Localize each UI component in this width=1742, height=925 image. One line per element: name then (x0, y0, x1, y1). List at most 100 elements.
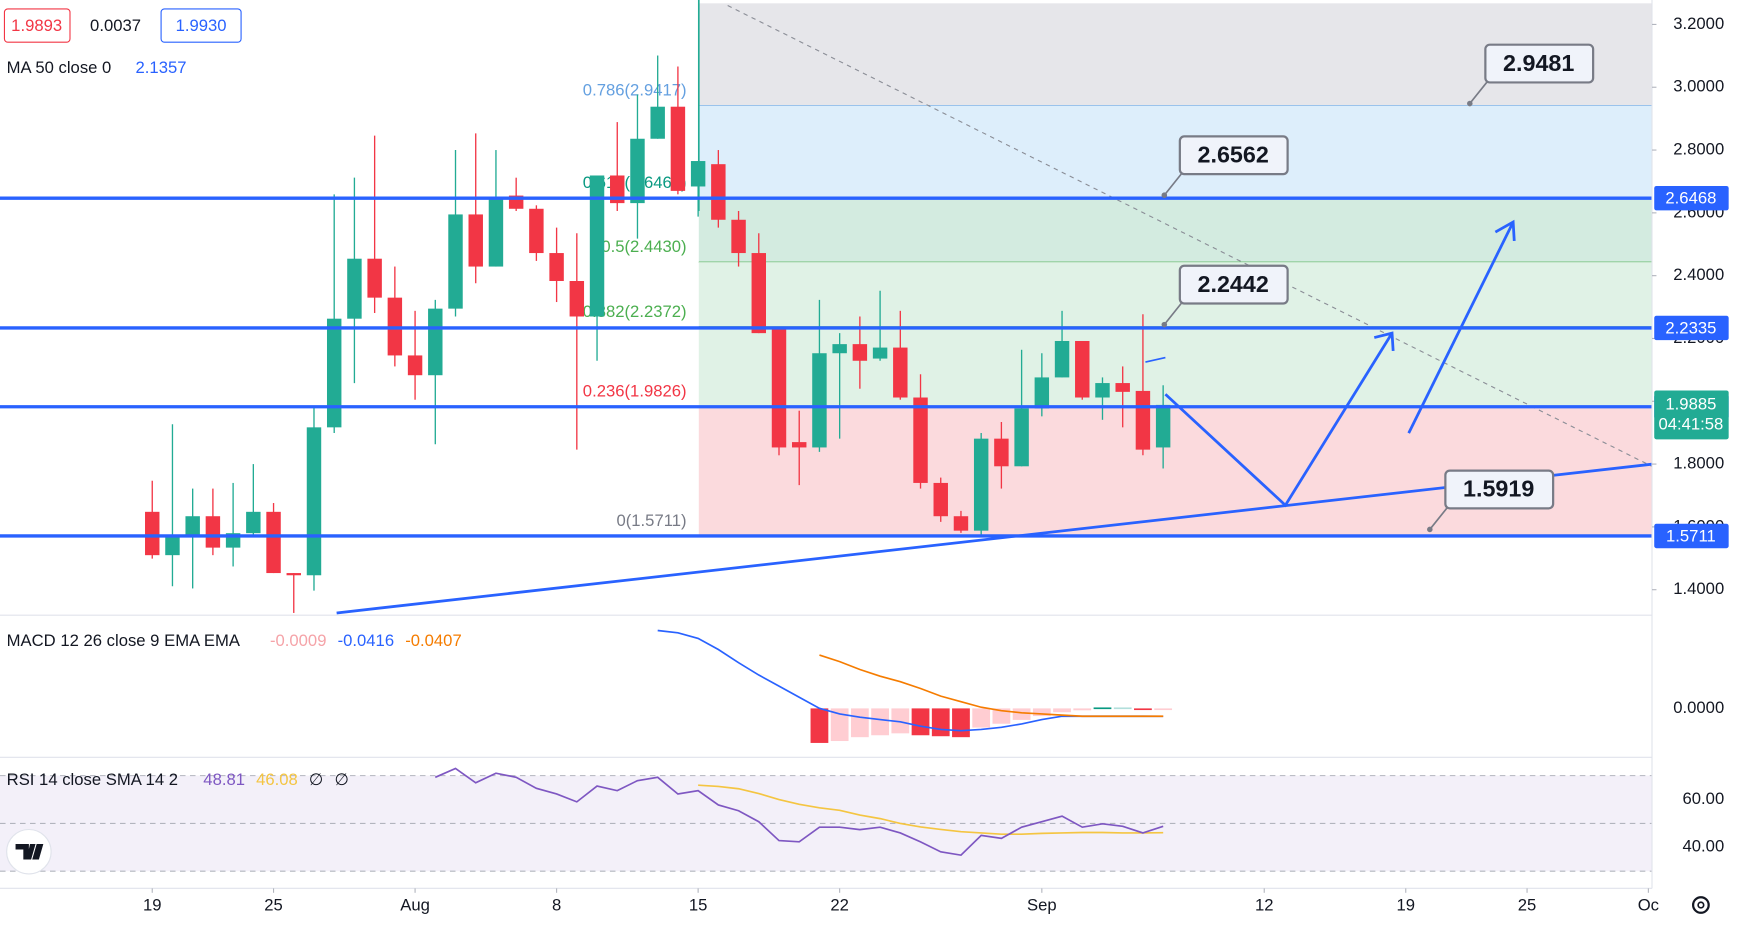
rsi-legend-value: 48.81 (203, 770, 245, 789)
callout-box (1444, 469, 1555, 510)
candle-body (145, 511, 160, 556)
macd-histogram-bar (1073, 708, 1092, 711)
countdown: 04:41:58 (1658, 414, 1723, 433)
candle-body (428, 308, 443, 376)
small-mark (1145, 356, 1166, 363)
candle-body (1115, 383, 1130, 392)
candle-body (246, 511, 261, 534)
candle-body (185, 516, 200, 537)
y-tick-label: 1.4000 (1673, 579, 1724, 598)
fib-label: 0.5(2.4430) (601, 237, 686, 256)
fib-zone (698, 198, 1653, 263)
logo-mark (15, 843, 44, 860)
rsi-tick-label: 60.00 (1683, 789, 1725, 808)
callout-box (1178, 264, 1289, 305)
signal-line (819, 654, 1164, 718)
fib-label: 0.382(2.2372) (583, 302, 687, 321)
macd-histogram-bar (891, 708, 910, 734)
candle-body (1034, 377, 1050, 409)
macd-histogram-bar (1093, 707, 1112, 710)
callout-pointer (1429, 506, 1449, 530)
macd-histogram-bar (830, 708, 849, 742)
candle-body (731, 219, 746, 254)
macd-histogram-bar (1154, 708, 1173, 711)
dashed-trend (727, 5, 1653, 467)
x-tick-label: 15 (689, 896, 708, 915)
bid-box (3, 8, 71, 43)
candle-body (670, 106, 686, 191)
candle-body (1075, 340, 1090, 398)
level-badge-label: 1.5711 (1666, 526, 1716, 545)
candle-body (791, 442, 807, 448)
candle-body (286, 573, 301, 576)
arrows (1145, 219, 1516, 508)
macd-histogram-bar (952, 708, 970, 738)
callout-label: 2.9481 (1503, 50, 1574, 76)
trend-line (336, 462, 1653, 615)
macd-legend-value: -0.0416 (338, 631, 395, 650)
callout-pointer (1163, 301, 1183, 326)
candle-body (1135, 390, 1151, 450)
candle-body (711, 164, 726, 220)
fib-zone (698, 105, 1653, 199)
rsi-legend-value: ∅ (309, 770, 324, 789)
x-tick-label: 19 (1396, 896, 1415, 915)
candle-body (852, 344, 868, 361)
projection-arrow (1407, 221, 1515, 434)
bid: 1.9893 (11, 16, 62, 35)
candle-body (165, 536, 180, 556)
rsi-label: RSI 14 close SMA 14 2 (7, 770, 178, 789)
callout-box (1178, 135, 1289, 176)
candle-body (832, 344, 847, 354)
macd-legend-value: -0.0407 (405, 631, 462, 650)
candle-body (266, 511, 281, 574)
candle-body (690, 161, 706, 187)
candle-body (569, 281, 585, 317)
candle-body (650, 106, 665, 139)
ma-value: 2.1357 (136, 58, 187, 77)
last-price: 1.9885 (1665, 394, 1716, 413)
macd-histogram-bar (1053, 708, 1071, 713)
callout-point (1161, 192, 1168, 198)
macd-label: MACD 12 26 close 9 EMA EMA (7, 631, 241, 650)
rsi-sma-line (698, 784, 1164, 835)
callout-pointer (1163, 172, 1183, 196)
candle-body (306, 427, 322, 576)
candle-body (751, 253, 767, 334)
candle-body (367, 258, 382, 298)
x-tick-label: Sep (1027, 896, 1057, 915)
candle-body (872, 347, 888, 359)
x-tick-label: Aug (400, 896, 430, 915)
gear[interactable] (1692, 896, 1710, 914)
macd-histogram-bar (931, 708, 950, 737)
callout-label: 1.5919 (1463, 476, 1534, 502)
price-layer (0, 55, 1653, 872)
ask-box (160, 8, 242, 43)
arrow-head (1494, 219, 1516, 242)
macd-histogram-bar (850, 708, 869, 738)
fib-label: 0.236(1.9826) (583, 382, 687, 401)
candle-body (488, 197, 504, 267)
y-tick-label: 3.0000 (1673, 77, 1724, 96)
x-tick-label: 22 (830, 896, 849, 915)
projection-arrow (1164, 332, 1394, 508)
spread: 0.0037 (90, 16, 141, 35)
settings-icon[interactable] (1692, 896, 1710, 914)
candle-body (1095, 383, 1110, 398)
candle-body (994, 438, 1009, 467)
last-price-badge (1654, 390, 1729, 440)
y-tick-label: 2.8000 (1673, 139, 1724, 158)
macd-histogram-bar (1012, 708, 1031, 720)
legend: 1.9893 0.0037 1.9930 MA 50 close 0 2.135… (3, 8, 462, 789)
logo (6, 828, 52, 875)
x-tick-label: 25 (264, 896, 283, 915)
candle-body (973, 438, 989, 531)
candle-body (1155, 404, 1171, 448)
candle-body (812, 353, 827, 448)
candle-body (529, 208, 544, 254)
callout-label: 2.6562 (1198, 142, 1269, 168)
candle-body (953, 516, 969, 531)
macd-histogram-bar (911, 708, 930, 736)
